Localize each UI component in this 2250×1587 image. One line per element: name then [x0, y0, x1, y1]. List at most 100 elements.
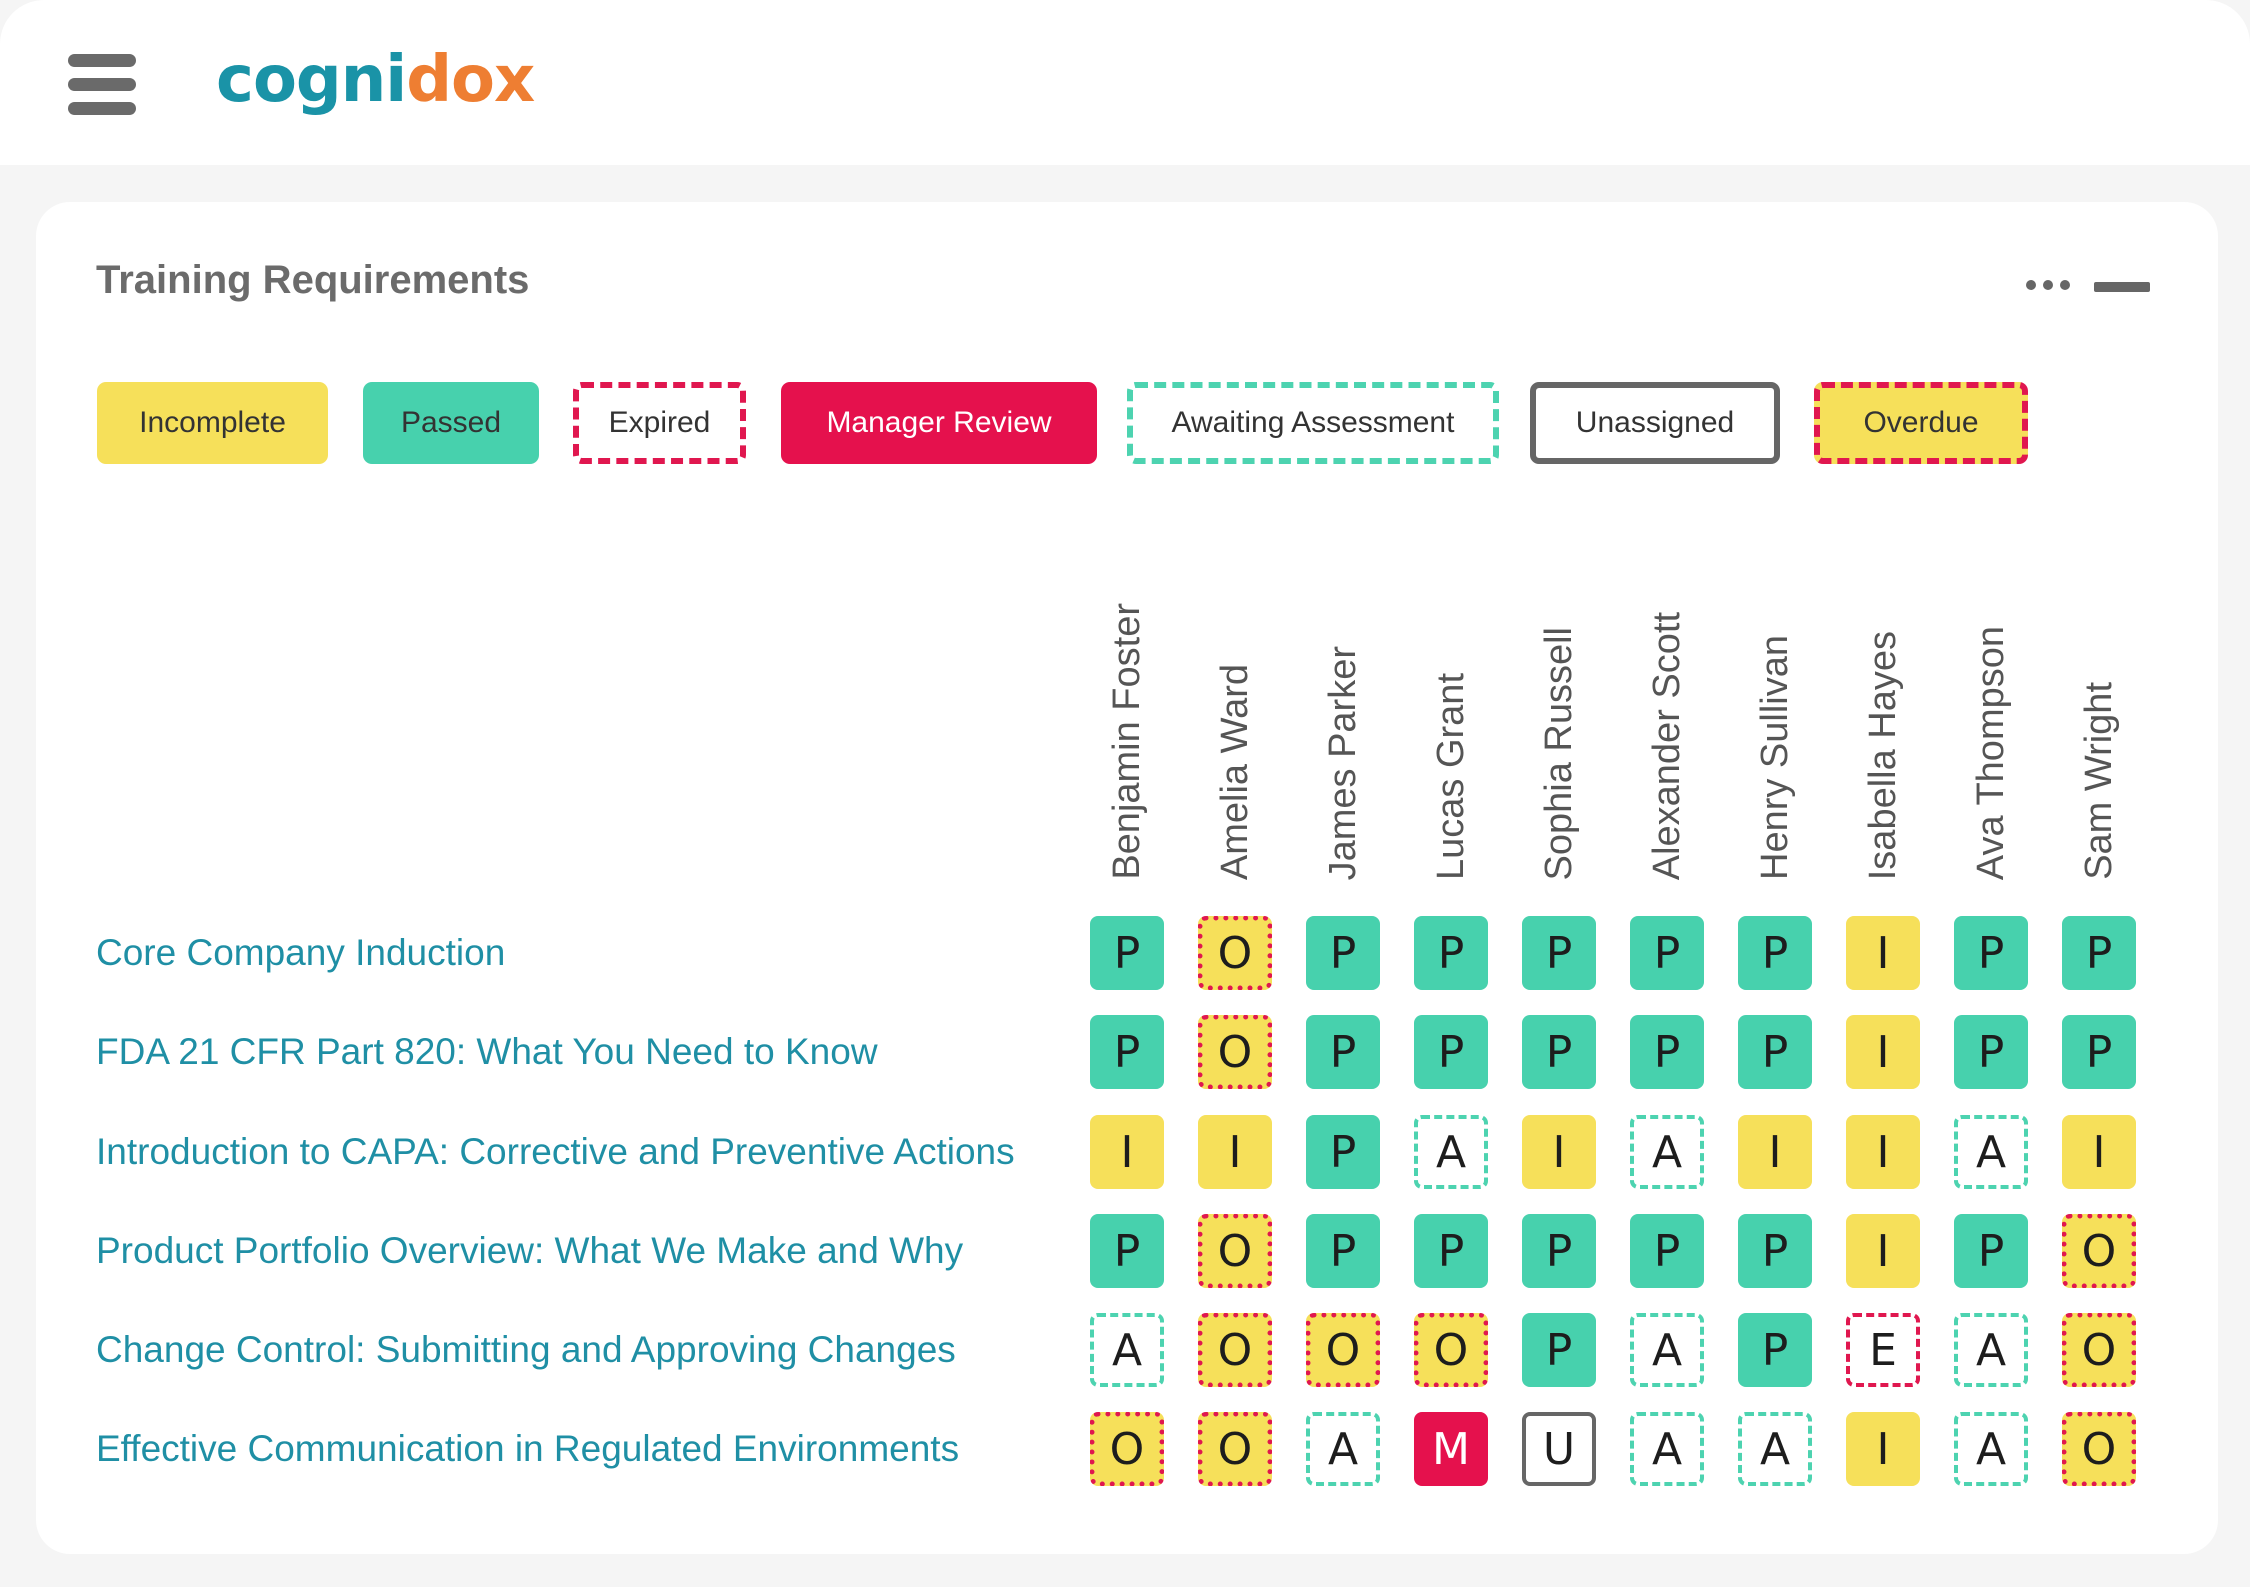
column-header-person: Alexander Scott	[1637, 590, 1697, 880]
column-header-person: Ava Thompson	[1961, 590, 2021, 880]
course-link[interactable]: Change Control: Submitting and Approving…	[96, 1329, 956, 1370]
status-cell[interactable]: P	[1954, 1214, 2028, 1288]
course-link[interactable]: FDA 21 CFR Part 820: What You Need to Kn…	[96, 1031, 878, 1072]
course-link[interactable]: Product Portfolio Overview: What We Make…	[96, 1230, 964, 1271]
status-cell[interactable]: P	[1954, 1015, 2028, 1089]
status-cell[interactable]: P	[2062, 1015, 2136, 1089]
status-cell[interactable]: P	[1630, 916, 1704, 990]
status-cell[interactable]: P	[1738, 1015, 1812, 1089]
status-cell[interactable]: P	[1414, 1015, 1488, 1089]
status-cell[interactable]: A	[1954, 1313, 2028, 1387]
legend-manager-review: Manager Review	[781, 382, 1097, 464]
status-cell[interactable]: O	[1198, 1015, 1272, 1089]
status-cell[interactable]: A	[1630, 1313, 1704, 1387]
column-header-person: Isabella Hayes	[1853, 590, 1913, 880]
status-cell[interactable]: P	[1306, 1214, 1380, 1288]
more-horizontal-icon[interactable]	[2026, 278, 2072, 292]
person-name-label: Amelia Ward	[1214, 663, 1256, 880]
status-cell[interactable]: I	[1846, 1015, 1920, 1089]
status-cell[interactable]: O	[2062, 1313, 2136, 1387]
status-cell[interactable]: P	[1090, 916, 1164, 990]
person-name-label: Sophia Russell	[1538, 626, 1580, 880]
status-cell[interactable]: P	[1522, 916, 1596, 990]
status-cell[interactable]: P	[1414, 1214, 1488, 1288]
status-cell[interactable]: A	[1954, 1412, 2028, 1486]
status-cell[interactable]: O	[1306, 1313, 1380, 1387]
top-bar: cognidox	[0, 0, 2250, 165]
status-cell[interactable]: P	[2062, 916, 2136, 990]
status-cell[interactable]: P	[1090, 1015, 1164, 1089]
status-cell[interactable]: P	[1306, 1115, 1380, 1189]
status-cell[interactable]: P	[1738, 1214, 1812, 1288]
status-cell[interactable]: A	[1738, 1412, 1812, 1486]
status-cell[interactable]: O	[2062, 1412, 2136, 1486]
status-cell[interactable]: A	[1630, 1412, 1704, 1486]
status-cell[interactable]: I	[1738, 1115, 1812, 1189]
legend-expired: Expired	[573, 382, 746, 464]
person-name-label: James Parker	[1322, 645, 1364, 880]
status-cell[interactable]: P	[1738, 916, 1812, 990]
status-cell[interactable]: P	[1630, 1214, 1704, 1288]
status-cell[interactable]: I	[1846, 916, 1920, 990]
panel-title: Training Requirements	[96, 258, 530, 302]
status-cell[interactable]: O	[1198, 1412, 1272, 1486]
column-header-person: Sam Wright	[2069, 590, 2129, 880]
status-cell[interactable]: O	[1090, 1412, 1164, 1486]
legend-unassigned: Unassigned	[1530, 382, 1780, 464]
person-name-label: Lucas Grant	[1430, 673, 1472, 880]
column-header-person: Benjamin Foster	[1097, 590, 1157, 880]
status-cell[interactable]: P	[1954, 916, 2028, 990]
status-cell[interactable]: A	[1414, 1115, 1488, 1189]
person-name-label: Alexander Scott	[1646, 611, 1688, 880]
status-cell[interactable]: O	[2062, 1214, 2136, 1288]
status-cell[interactable]: P	[1090, 1214, 1164, 1288]
legend-incomplete: Incomplete	[97, 382, 328, 464]
status-cell[interactable]: I	[1846, 1115, 1920, 1189]
course-link[interactable]: Core Company Induction	[96, 932, 506, 973]
status-cell[interactable]: M	[1414, 1412, 1488, 1486]
cognidox-logo[interactable]: cognidox	[216, 40, 535, 120]
status-cell[interactable]: E	[1846, 1313, 1920, 1387]
person-name-label: Benjamin Foster	[1106, 603, 1148, 880]
status-cell[interactable]: U	[1522, 1412, 1596, 1486]
status-cell[interactable]: I	[1846, 1214, 1920, 1288]
person-name-label: Henry Sullivan	[1754, 635, 1796, 880]
status-cell[interactable]: P	[1522, 1313, 1596, 1387]
legend-awaiting-assessment: Awaiting Assessment	[1127, 382, 1499, 464]
column-header-person: Lucas Grant	[1421, 590, 1481, 880]
legend-passed: Passed	[363, 382, 539, 464]
person-name-label: Ava Thompson	[1970, 625, 2012, 880]
column-header-person: Henry Sullivan	[1745, 590, 1805, 880]
person-name-label: Isabella Hayes	[1862, 630, 1904, 880]
status-cell[interactable]: P	[1738, 1313, 1812, 1387]
course-link[interactable]: Effective Communication in Regulated Env…	[96, 1428, 960, 1469]
status-cell[interactable]: O	[1414, 1313, 1488, 1387]
status-cell[interactable]: I	[2062, 1115, 2136, 1189]
status-cell[interactable]: I	[1090, 1115, 1164, 1189]
status-cell[interactable]: I	[1198, 1115, 1272, 1189]
logo-text-dox: dox	[406, 43, 535, 117]
status-cell[interactable]: P	[1522, 1214, 1596, 1288]
status-cell[interactable]: O	[1198, 1313, 1272, 1387]
column-header-person: Sophia Russell	[1529, 590, 1589, 880]
status-cell[interactable]: I	[1522, 1115, 1596, 1189]
hamburger-menu-icon[interactable]	[68, 54, 136, 116]
logo-text-cogni: cogni	[216, 43, 407, 117]
status-cell[interactable]: P	[1522, 1015, 1596, 1089]
course-link[interactable]: Introduction to CAPA: Corrective and Pre…	[96, 1131, 1015, 1172]
status-cell[interactable]: A	[1630, 1115, 1704, 1189]
column-header-person: James Parker	[1313, 590, 1373, 880]
status-cell[interactable]: A	[1090, 1313, 1164, 1387]
status-cell[interactable]: P	[1306, 916, 1380, 990]
status-cell[interactable]: P	[1306, 1015, 1380, 1089]
status-cell[interactable]: P	[1630, 1015, 1704, 1089]
status-cell[interactable]: A	[1306, 1412, 1380, 1486]
status-cell[interactable]: O	[1198, 916, 1272, 990]
status-cell[interactable]: O	[1198, 1214, 1272, 1288]
legend-overdue: Overdue	[1814, 382, 2028, 464]
status-cell[interactable]: P	[1414, 916, 1488, 990]
status-cell[interactable]: I	[1846, 1412, 1920, 1486]
minimize-icon[interactable]	[2094, 282, 2150, 292]
status-cell[interactable]: A	[1954, 1115, 2028, 1189]
person-name-label: Sam Wright	[2078, 682, 2120, 880]
